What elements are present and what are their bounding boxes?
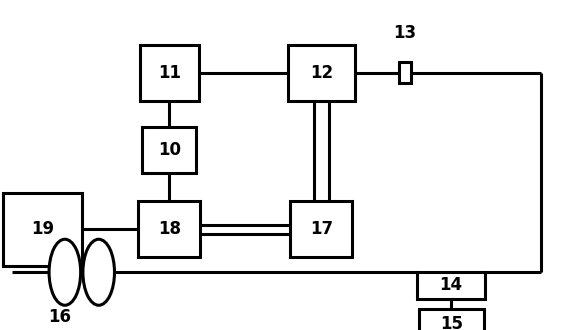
Bar	[142, 127, 196, 173]
Text: 12: 12	[310, 64, 333, 82]
Bar	[417, 272, 485, 299]
Bar	[418, 309, 484, 330]
Text: 10: 10	[158, 141, 180, 159]
Text: 16: 16	[48, 308, 70, 326]
Text: 13: 13	[393, 24, 417, 42]
Text: 17: 17	[310, 220, 333, 238]
Text: 18: 18	[158, 220, 180, 238]
Text: 15: 15	[440, 315, 462, 330]
Text: 14: 14	[439, 277, 463, 294]
Ellipse shape	[49, 239, 81, 305]
Bar	[140, 45, 199, 101]
Text: 19: 19	[30, 220, 54, 238]
Bar	[138, 201, 200, 257]
Ellipse shape	[83, 239, 114, 305]
Bar	[290, 201, 352, 257]
Bar	[3, 193, 82, 266]
Bar	[288, 45, 355, 101]
Text: 11: 11	[158, 64, 180, 82]
Bar	[399, 62, 411, 83]
